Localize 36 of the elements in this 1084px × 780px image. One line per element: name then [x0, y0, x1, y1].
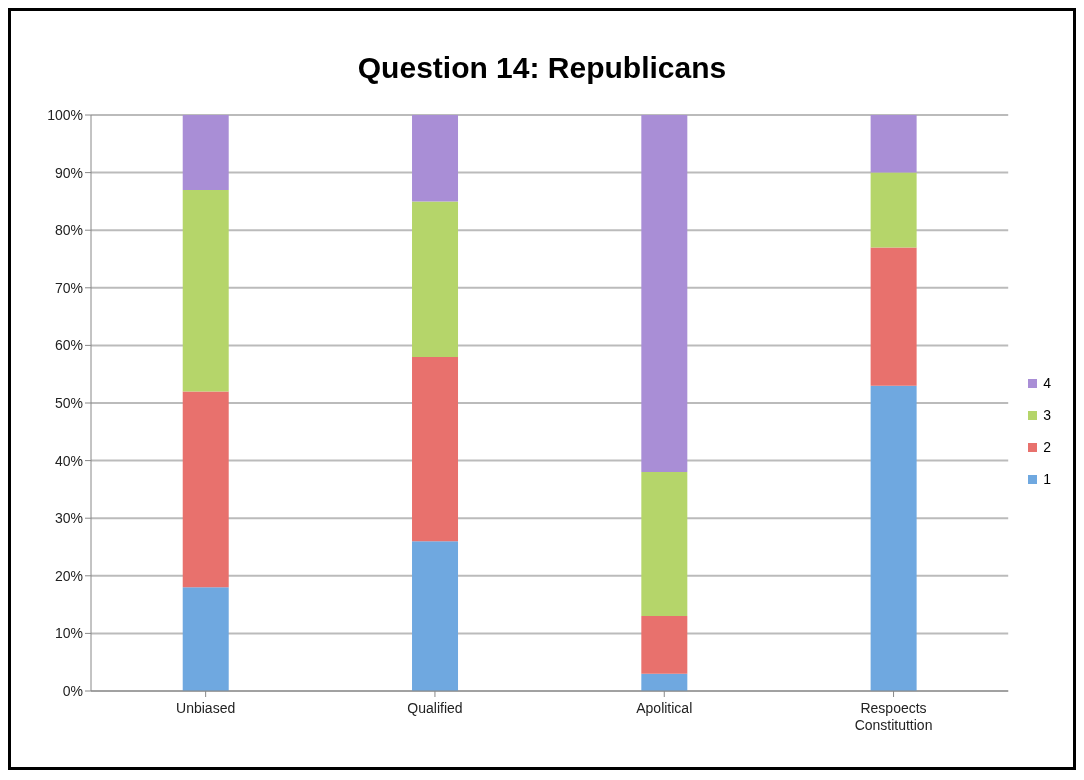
y-tick-label: 80%: [54, 222, 83, 239]
bar: [412, 541, 459, 691]
legend-label: 4: [1043, 375, 1051, 391]
bar: [182, 189, 229, 392]
bar: [641, 616, 688, 674]
legend-label: 1: [1043, 471, 1051, 487]
bar: [870, 172, 917, 248]
y-tick-label: 0%: [62, 682, 83, 699]
y-tick-label: 40%: [54, 452, 83, 469]
bar: [870, 385, 917, 691]
bar: [412, 356, 459, 542]
bar: [412, 115, 459, 202]
bar: [182, 587, 229, 691]
y-tick-label: 20%: [54, 567, 83, 584]
bar: [870, 115, 917, 173]
x-tick-label: Qualified: [407, 700, 463, 716]
y-tick-label: 60%: [54, 337, 83, 354]
bar: [641, 472, 688, 617]
x-tick-label: Respoects Constituttion: [854, 700, 933, 733]
x-tick-label: Apolitical: [636, 700, 693, 716]
y-tick-label: 10%: [54, 625, 83, 642]
y-tick-label: 30%: [54, 510, 83, 527]
bar: [641, 115, 688, 473]
legend-label: 2: [1043, 439, 1051, 455]
bar: [182, 115, 229, 190]
y-tick-label: 100%: [47, 106, 83, 123]
bar: [182, 391, 229, 588]
y-tick-label: 90%: [54, 164, 83, 181]
bar: [641, 673, 688, 691]
y-tick-label: 50%: [54, 394, 83, 411]
bar: [870, 247, 917, 386]
x-tick-label: Unbiased: [176, 700, 236, 716]
chart-title: Question 14: Republicans: [356, 51, 728, 86]
bar: [412, 201, 459, 357]
y-tick-label: 70%: [54, 279, 83, 296]
legend-label: 3: [1043, 407, 1051, 423]
